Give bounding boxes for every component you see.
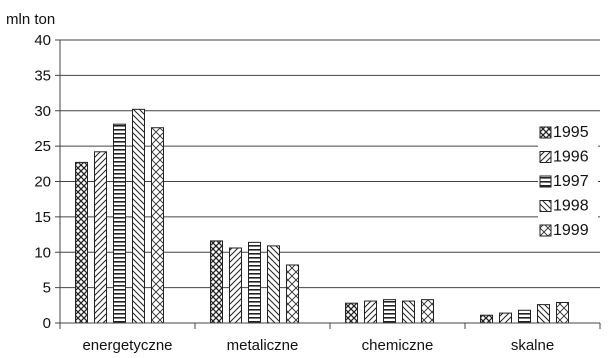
y-tick-label: 20: [34, 174, 51, 191]
legend-swatch-1999: [539, 224, 552, 237]
bar-1998-metaliczne: [267, 245, 280, 324]
legend-swatch-1997: [539, 175, 552, 188]
y-tick-label: 40: [34, 32, 51, 49]
bar-1999-energetyczne: [151, 127, 164, 324]
legend-label-1996: 1996: [553, 149, 589, 166]
gridlines: [60, 39, 600, 289]
bar-1996-metaliczne: [229, 247, 242, 324]
y-tick-label: 5: [43, 280, 51, 297]
bar-1996-chemiczne: [364, 300, 377, 324]
bar-1996-energetyczne: [94, 151, 107, 324]
x-category-label: energetyczne: [82, 337, 172, 354]
bar-1999-skalne: [556, 301, 569, 324]
y-tick-label: 35: [34, 67, 51, 84]
bar-1996-skalne: [499, 312, 512, 324]
bars: [75, 108, 569, 324]
y-tick-label: 25: [34, 138, 51, 155]
bar-1999-metaliczne: [286, 264, 299, 324]
y-tick-label: 10: [34, 244, 51, 261]
bar-1997-skalne: [518, 309, 531, 324]
y-axis-title: mln ton: [6, 11, 55, 28]
y-axis: 0 5 10 15 20 25 30 35 40: [34, 32, 61, 332]
x-category-label: metaliczne: [227, 337, 299, 354]
legend-swatch-1995: [539, 126, 552, 139]
legend-label-1998: 1998: [553, 198, 589, 215]
bar-1995-metaliczne: [210, 240, 223, 324]
bar-1998-energetyczne: [132, 108, 145, 324]
bar-1997-energetyczne: [113, 123, 126, 324]
legend-swatch-1996: [539, 151, 552, 163]
bar-1995-energetyczne: [75, 161, 88, 324]
legend-swatch-1998: [539, 200, 552, 212]
bar-1998-skalne: [537, 304, 550, 324]
y-tick-label: 30: [34, 103, 51, 120]
bar-1997-metaliczne: [248, 241, 261, 324]
legend-label-1997: 1997: [553, 173, 589, 190]
x-axis: energetyczne metaliczne chemiczne skalne: [59, 322, 601, 354]
legend: 1995 1996 1997 1998 1999: [538, 120, 598, 239]
y-tick-label: 15: [34, 209, 51, 226]
bar-1995-skalne: [480, 314, 493, 324]
bar-1997-chemiczne: [383, 299, 396, 324]
bar-1999-chemiczne: [421, 299, 434, 324]
bar-1998-chemiczne: [402, 300, 415, 324]
y-tick-label: 0: [43, 315, 51, 332]
bar-1995-chemiczne: [345, 302, 358, 324]
legend-label-1995: 1995: [553, 124, 589, 141]
x-category-label: skalne: [511, 337, 554, 354]
legend-label-1999: 1999: [553, 222, 589, 239]
x-category-label: chemiczne: [362, 337, 434, 354]
